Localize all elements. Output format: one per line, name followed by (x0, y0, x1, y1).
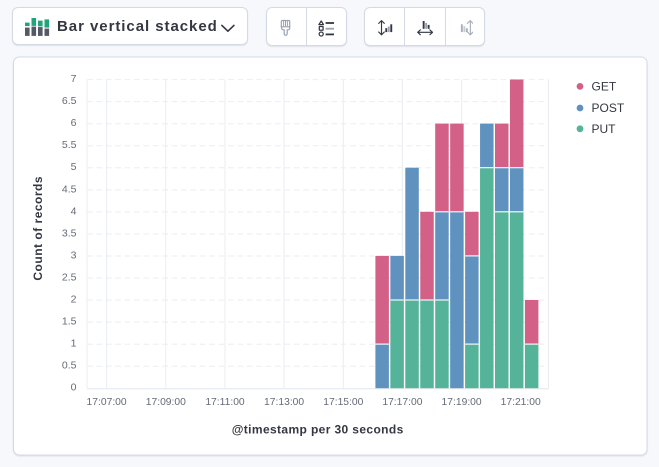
svg-text:6.5: 6.5 (62, 95, 77, 107)
svg-text:2: 2 (71, 294, 77, 306)
svg-text:1.5: 1.5 (62, 316, 77, 328)
svg-text:5: 5 (71, 161, 77, 173)
svg-text:17:15:00: 17:15:00 (323, 397, 363, 408)
svg-text:0: 0 (71, 382, 77, 394)
svg-text:POST: POST (592, 101, 625, 115)
svg-text:17:19:00: 17:19:00 (442, 397, 482, 408)
svg-text:6: 6 (71, 117, 77, 129)
svg-text:4: 4 (71, 205, 77, 217)
svg-text:2.5: 2.5 (62, 272, 77, 284)
svg-text:PUT: PUT (592, 122, 617, 136)
svg-text:17:13:00: 17:13:00 (264, 397, 304, 408)
svg-text:GET: GET (592, 80, 617, 94)
svg-text:17:17:00: 17:17:00 (382, 397, 422, 408)
svg-text:0.5: 0.5 (62, 360, 77, 372)
svg-text:3.5: 3.5 (62, 227, 77, 239)
svg-text:17:11:00: 17:11:00 (205, 397, 245, 408)
svg-text:@timestamp per 30 seconds: @timestamp per 30 seconds (232, 422, 404, 436)
svg-text:1: 1 (71, 338, 77, 350)
svg-text:17:21:00: 17:21:00 (501, 397, 541, 408)
svg-text:3: 3 (71, 249, 77, 261)
svg-text:17:07:00: 17:07:00 (87, 397, 127, 408)
svg-text:4.5: 4.5 (62, 183, 77, 195)
svg-text:7: 7 (71, 73, 77, 85)
svg-text:17:09:00: 17:09:00 (146, 397, 186, 408)
svg-text:5.5: 5.5 (62, 139, 77, 151)
svg-text:Count of records: Count of records (31, 176, 45, 281)
